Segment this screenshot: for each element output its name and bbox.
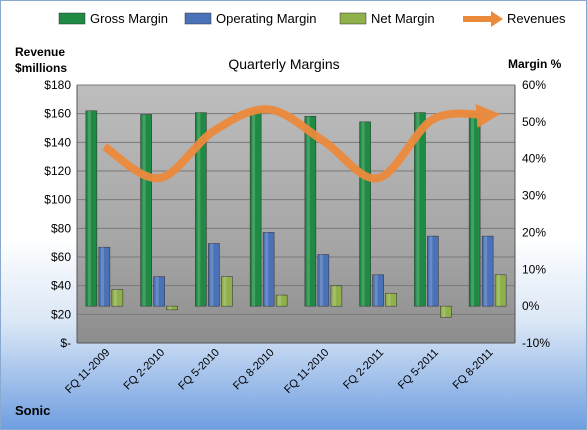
right-tick-label: 60% (522, 78, 546, 92)
right-tick-label: 10% (522, 262, 546, 276)
gross-margin-bar-highlight (252, 110, 256, 307)
operating-margin-bar-highlight (100, 247, 104, 307)
gross-margin-legend-label: Gross Margin (90, 11, 168, 26)
right-axis-label: Margin % (508, 57, 562, 71)
net-margin-bar (440, 305, 452, 318)
operating-margin-bar (98, 246, 111, 307)
operating-margin-bar (317, 254, 330, 307)
x-tick-label: FQ 11-2009 (63, 347, 112, 396)
net-margin-bar-highlight (168, 306, 172, 310)
legend: Gross Margin Operating Margin Net Margin Re… (58, 11, 566, 27)
gross-margin-bar-highlight (471, 114, 475, 307)
left-axis-label-line2: $millions (15, 61, 67, 75)
left-tick-label: $160 (44, 107, 71, 121)
operating-margin-legend-swatch (184, 12, 212, 25)
net-margin-bar-highlight (442, 306, 446, 318)
chart-title: Quarterly Margins (228, 56, 339, 72)
net-margin-bar (494, 274, 507, 307)
net-margin-bar-highlight (223, 276, 227, 307)
operating-margin-bar-highlight (210, 243, 214, 307)
left-tick-label: $80 (51, 221, 71, 235)
net-margin-bar (221, 276, 233, 307)
gross-margin-bar (414, 112, 426, 307)
operating-margin-bar (208, 243, 220, 307)
gross-margin-bar-highlight (87, 110, 91, 307)
x-tick-label: FQ 8-2011 (451, 347, 496, 392)
operating-margin-bar-highlight (155, 276, 159, 307)
net-margin-bar (330, 285, 343, 307)
operating-margin-legend-label: Operating Margin (216, 11, 316, 26)
gross-margin-legend-swatch (58, 12, 86, 25)
gross-margin-bar (468, 114, 481, 307)
net-margin-bar-highlight (332, 285, 336, 307)
net-margin-bar (275, 294, 288, 307)
right-tick-label: 40% (522, 152, 546, 166)
operating-margin-bar (262, 232, 275, 307)
left-tick-label: $40 (51, 279, 71, 293)
revenue-line (102, 104, 501, 183)
net-margin-legend-swatch (339, 12, 367, 25)
x-tick-label: FQ 11-2010 (282, 347, 331, 396)
operating-margin-bar (481, 235, 494, 307)
right-tick-label: 50% (522, 115, 546, 129)
operating-margin-bar (372, 274, 384, 307)
x-tick-label: FQ 2-2011 (341, 347, 386, 392)
operating-margin-bar-highlight (265, 232, 269, 307)
x-tick-label: FQ 5-2010 (176, 347, 222, 393)
right-tick-label: 0% (522, 299, 540, 313)
operating-margin-bar-highlight (429, 236, 433, 307)
right-tick-label: -10% (522, 336, 550, 350)
net-margin-bar-highlight (387, 293, 391, 307)
gross-margin-bar-highlight (306, 116, 310, 307)
left-tick-label: $100 (44, 193, 71, 207)
gross-margin-bar (249, 110, 262, 307)
gross-margin-bar (195, 112, 207, 307)
net-margin-bar-highlight (497, 274, 501, 307)
operating-margin-bar (427, 235, 439, 307)
left-tick-label: $120 (44, 164, 71, 178)
gross-margin-bar-highlight (361, 121, 365, 307)
left-tick-label: $60 (51, 250, 71, 264)
operating-margin-bar-highlight (484, 236, 488, 307)
gross-margin-bar (359, 121, 371, 307)
left-tick-label: $180 (44, 78, 71, 92)
left-tick-label: $- (60, 336, 71, 350)
net-margin-legend-label: Net Margin (371, 11, 435, 26)
net-margin-bar-highlight (113, 289, 117, 307)
x-tick-label: FQ 8-2010 (231, 347, 277, 393)
left-axis-label-line1: Revenue (15, 45, 65, 59)
right-tick-label: 20% (522, 225, 546, 239)
gross-margin-bar-highlight (142, 114, 146, 307)
operating-margin-bar (153, 276, 165, 307)
bar-marks (85, 110, 507, 318)
left-tick-label: $140 (44, 135, 71, 149)
gross-margin-bar-highlight (197, 112, 201, 307)
company-label: Sonic (15, 403, 50, 418)
net-margin-bar (385, 292, 397, 307)
revenues-legend-label: Revenues (507, 11, 566, 26)
net-margin-bar-highlight (278, 295, 282, 307)
x-tick-label: FQ 2-2010 (122, 347, 168, 393)
operating-margin-bar-highlight (374, 274, 378, 307)
right-tick-label: 30% (522, 189, 546, 203)
net-margin-bar (111, 289, 124, 307)
gross-margin-bar (304, 116, 317, 307)
revenues-legend-arrow (491, 11, 503, 27)
gross-margin-bar (140, 114, 152, 307)
operating-margin-bar-highlight (319, 254, 323, 307)
x-tick-label: FQ 5-2011 (396, 347, 441, 392)
left-tick-label: $20 (51, 307, 71, 321)
gross-margin-bar-highlight (416, 112, 420, 307)
gross-margin-bar (85, 110, 98, 307)
net-margin-bar (166, 305, 178, 311)
revenues-line (102, 104, 501, 183)
